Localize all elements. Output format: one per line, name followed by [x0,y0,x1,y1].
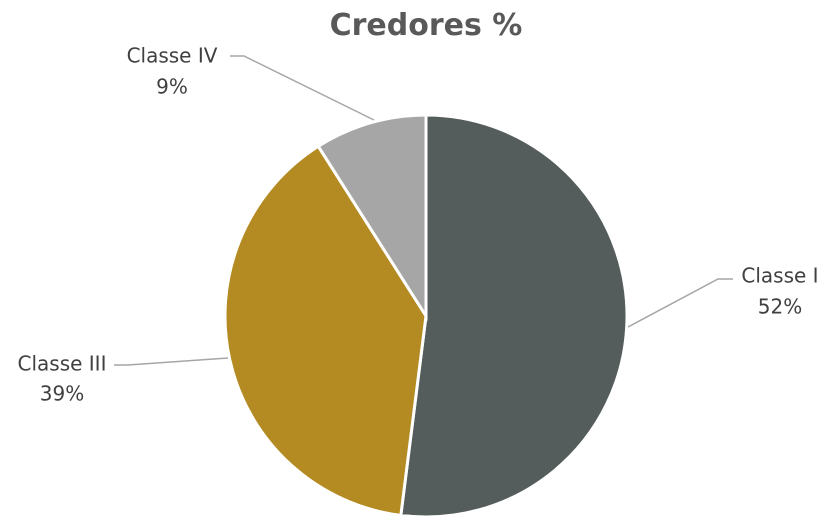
leader-line-classe-iii [114,357,229,366]
pie-slice-classe-iv [316,113,428,322]
slice-name-label: Classe I [741,264,818,288]
leader-line-classe-iv [230,55,375,121]
slice-value-label: 52% [758,295,802,319]
slice-value-label: 39% [40,382,84,406]
slice-value-label: 9% [156,75,188,99]
slice-name-label: Classe IV [127,44,218,68]
pie-slice-classe-i [399,113,629,516]
leader-line-classe-i [627,278,733,328]
chart-title: Credores % [329,8,523,43]
slice-name-label: Classe III [18,352,107,376]
